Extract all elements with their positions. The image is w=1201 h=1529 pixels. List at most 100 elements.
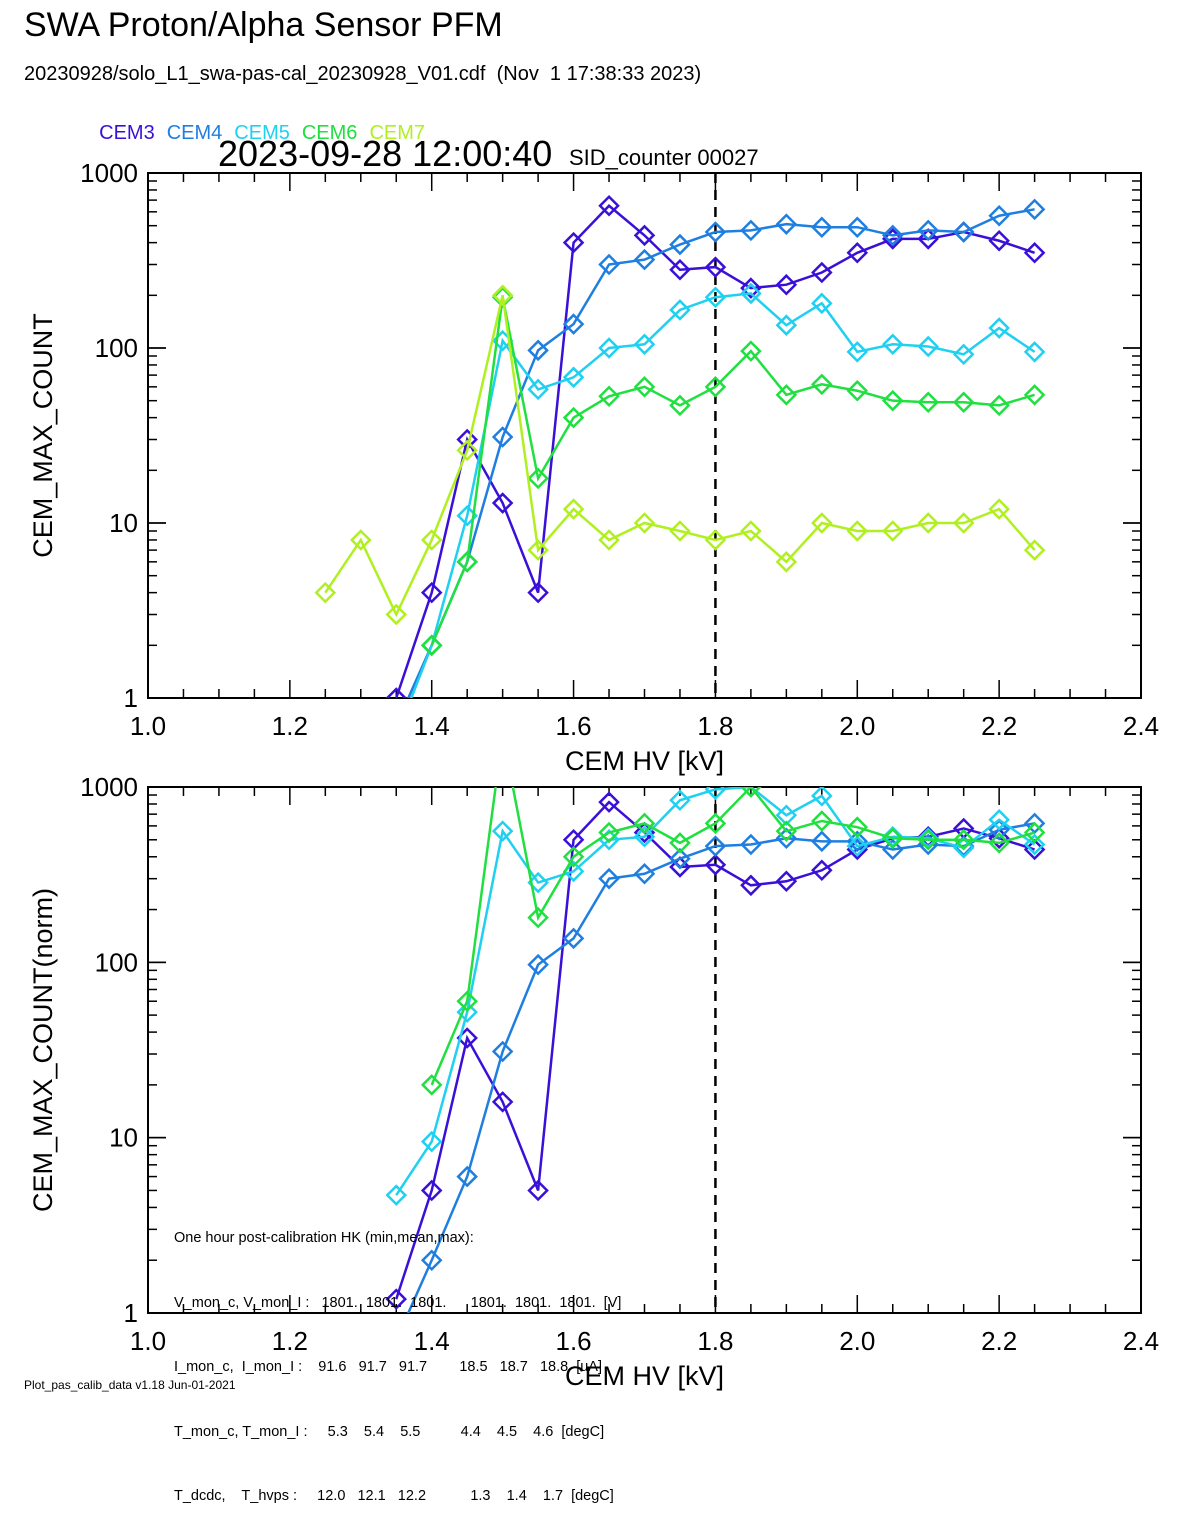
data-point-cem3 xyxy=(740,874,762,897)
data-point-cem3 xyxy=(846,242,869,264)
x-tick-label: 2.0 xyxy=(839,1326,875,1356)
data-point-cem6 xyxy=(846,379,869,402)
data-point-cem4 xyxy=(387,716,405,734)
data-point-cem5 xyxy=(527,378,549,401)
data-point-cem3 xyxy=(704,854,727,876)
series-line-cem7 xyxy=(324,295,1036,618)
data-point-cem5 xyxy=(917,335,939,358)
chart-title: SWA Proton/Alpha Sensor PFM xyxy=(24,6,503,44)
x-tick-label: 1.2 xyxy=(272,1326,308,1356)
data-point-cem6 xyxy=(669,394,691,417)
y-tick-label: 1 xyxy=(124,1298,138,1328)
data-point-cem5 xyxy=(846,835,869,857)
data-point-cem5 xyxy=(846,341,869,363)
data-point-cem3 xyxy=(527,581,549,604)
data-point-cem4 xyxy=(562,313,585,335)
data-point-cem7 xyxy=(633,512,656,534)
data-point-cem3 xyxy=(385,687,408,698)
data-point-cem7 xyxy=(385,603,408,626)
file-subtitle: 20230928/solo_L1_swa-pas-cal_20230928_V0… xyxy=(24,63,702,85)
y-tick-label: 10 xyxy=(109,1123,138,1153)
data-point-cem7 xyxy=(420,529,443,551)
y-tick-label: 100 xyxy=(95,947,138,977)
data-point-cem3 xyxy=(704,256,727,278)
x-tick-label: 1.2 xyxy=(272,711,308,741)
data-point-cem6 xyxy=(704,376,727,398)
x-tick-label: 1.0 xyxy=(130,711,166,741)
series-group xyxy=(385,725,1046,1313)
data-point-cem4 xyxy=(669,233,691,256)
data-point-cem5 xyxy=(1023,341,1046,363)
x-tick-label: 1.6 xyxy=(555,711,591,741)
data-point-cem4 xyxy=(562,927,585,950)
data-point-cem6 xyxy=(562,846,585,868)
x-axis-label: CEM HV [kV] xyxy=(565,746,724,776)
data-point-cem5 xyxy=(456,1001,478,1023)
data-point-cem4 xyxy=(740,833,762,856)
legend: CEM3 CEM4 CEM5 CEM6 CEM7 xyxy=(88,99,437,145)
y-tick-label: 1000 xyxy=(80,158,138,188)
data-point-cem7 xyxy=(491,284,514,307)
data-point-cem7 xyxy=(740,520,762,542)
data-point-cem5 xyxy=(598,337,620,359)
data-point-cem5 xyxy=(952,837,975,859)
data-point-cem5 xyxy=(811,787,833,807)
x-tick-label: 1.6 xyxy=(555,1326,591,1356)
data-point-cem6 xyxy=(420,634,443,657)
data-point-cem4 xyxy=(988,204,1010,227)
data-point-cem6 xyxy=(952,829,975,851)
data-point-cem3 xyxy=(811,859,833,882)
chart-panel-2: 1.0 1.2 1.4 1.6 1.8 2.0 2.2 2.4 1 10 100 1000 CEM HV… xyxy=(28,725,1159,1391)
y-tick-label: 100 xyxy=(95,333,138,363)
y-tick-label: 10 xyxy=(109,508,138,538)
data-point-cem6 xyxy=(562,406,585,429)
data-point-cem5 xyxy=(775,804,798,827)
hk-line: T_mon_c, T_mon_I : 5.3 5.4 5.5 4.4 4.5 4… xyxy=(174,1423,605,1440)
data-point-cem6 xyxy=(917,391,939,413)
data-point-cem4 xyxy=(491,426,514,448)
data-point-cem6 xyxy=(456,551,478,573)
data-point-cem3 xyxy=(562,231,585,254)
x-tick-label: 1.0 xyxy=(130,1326,166,1356)
hk-line: One hour post-calibration HK (min,mean,m… xyxy=(174,1230,474,1246)
data-point-cem3 xyxy=(1023,242,1046,264)
data-point-cem6 xyxy=(669,832,691,854)
data-point-cem5 xyxy=(811,292,833,315)
data-point-cem3 xyxy=(598,791,620,813)
data-point-cem4 xyxy=(846,216,869,238)
data-point-cem4 xyxy=(811,216,833,238)
data-point-cem5 xyxy=(704,787,727,801)
data-point-cem6 xyxy=(494,725,512,743)
data-point-cem6 xyxy=(420,1074,443,1096)
data-point-cem4 xyxy=(491,1040,514,1063)
data-point-cem7 xyxy=(314,581,337,604)
data-point-cem7 xyxy=(456,439,478,462)
data-point-cem5 xyxy=(775,314,798,336)
data-point-cem3 xyxy=(775,273,798,296)
data-point-cem7 xyxy=(917,512,939,534)
data-point-cem3 xyxy=(988,827,1010,850)
data-point-cem6 xyxy=(527,906,549,929)
data-point-cem4 xyxy=(456,1165,478,1188)
data-point-cem6 xyxy=(811,810,833,832)
data-point-cem3 xyxy=(775,870,798,893)
data-point-cem3 xyxy=(811,261,833,284)
legend-entry-cem7: CEM7 xyxy=(369,122,426,144)
data-point-cem5 xyxy=(952,343,975,366)
data-point-cem6 xyxy=(1023,821,1046,844)
data-point-cem5 xyxy=(385,1184,408,1206)
data-point-cem4 xyxy=(988,819,1010,841)
data-point-cem7 xyxy=(881,520,904,542)
data-point-cem6 xyxy=(811,373,833,396)
data-point-cem6 xyxy=(988,832,1010,854)
data-point-cem5 xyxy=(633,333,656,356)
data-point-cem4 xyxy=(1023,198,1046,221)
data-point-cem4 xyxy=(420,1249,443,1271)
series-line-cem5 xyxy=(409,292,1036,698)
data-point-cem3 xyxy=(988,229,1010,252)
data-point-cem4 xyxy=(1023,812,1046,835)
hk-line: I_mon_c, I_mon_I : 91.6 91.7 91.7 18.5 1… xyxy=(174,1359,603,1375)
data-point-cem6 xyxy=(633,812,656,835)
x-axis-label: CEM HV [kV] xyxy=(565,1361,724,1391)
legend-entry-cem5: CEM5 xyxy=(234,122,290,144)
